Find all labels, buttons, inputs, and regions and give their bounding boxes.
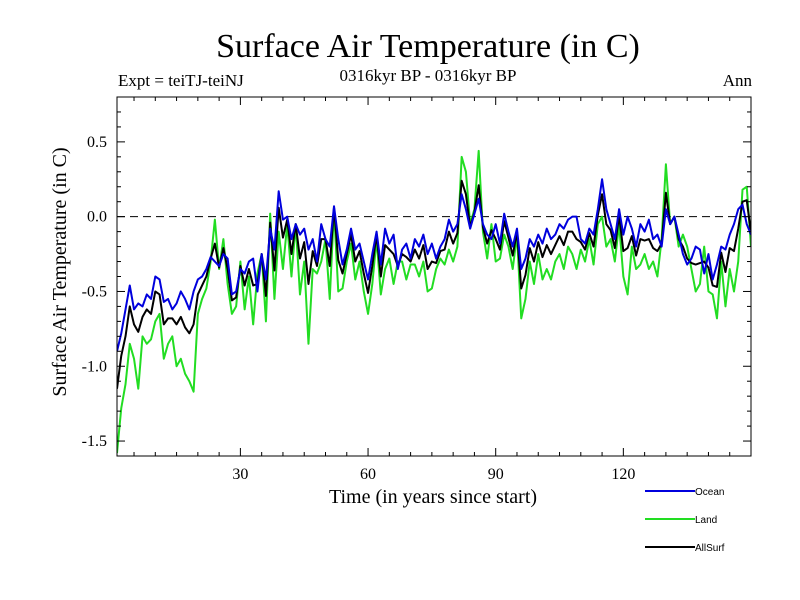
series-line-allsurf [117,179,751,389]
x-tick-label: 90 [488,466,504,483]
series-line-land [117,149,751,454]
x-tick-label: 120 [611,466,635,483]
series-layer [117,149,751,454]
chart-title: Surface Air Temperature (in C) [216,28,640,65]
y-tick-label: -0.5 [82,283,107,300]
legend: Ocean Land AllSurf [645,487,725,554]
y-axis-label: Surface Air Temperature (in C) [49,147,71,396]
y-tick-label: -1.0 [82,358,107,375]
x-tick-label: 60 [360,466,376,483]
chart-subtitle-left: Expt = teiTJ-teiNJ [118,71,244,90]
legend-label-ocean: Ocean [695,487,724,498]
y-tick-label: 0.0 [87,209,107,226]
x-axis-label: Time (in years since start) [329,486,537,508]
legend-label-land: Land [695,515,717,526]
series-line-ocean [117,178,751,352]
x-tick-label: 30 [232,466,248,483]
chart-subtitle-right: Ann [723,71,753,90]
chart-subtitle-center: 0316kyr BP - 0316kyr BP [340,66,517,85]
tick-layer: 30 60 90 120 -1.5 -1.0 -0.5 0.0 0.5 [82,97,751,483]
y-tick-label: -1.5 [82,433,107,450]
legend-label-allsurf: AllSurf [695,543,725,554]
y-tick-label: 0.5 [87,134,107,151]
